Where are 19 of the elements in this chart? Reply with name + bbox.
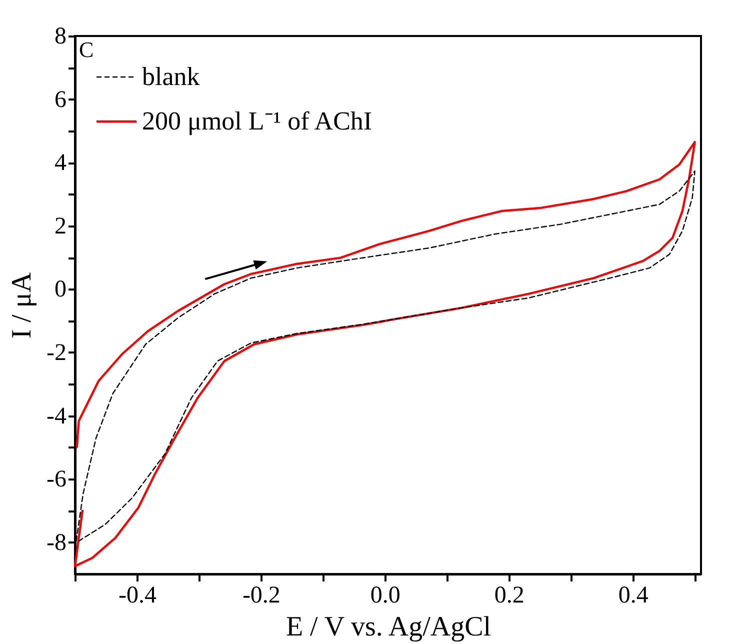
y-tick-label: 0 (54, 276, 66, 303)
x-tick-label: 0.2 (494, 582, 524, 608)
y-tick-label: 6 (54, 86, 66, 113)
y-tick-label: -4 (46, 403, 66, 430)
legend-label: 200 μmol L⁻¹ of AChI (142, 106, 372, 136)
y-tick-label: 8 (54, 24, 66, 50)
y-tick-label: -6 (46, 466, 66, 493)
legend-label: blank (142, 62, 200, 91)
x-tick-label: -0.4 (118, 582, 156, 608)
x-axis-title: E / V vs. Ag/AgCl (286, 612, 492, 642)
y-tick-label: 2 (54, 213, 66, 240)
y-tick-label: -2 (46, 340, 66, 366)
x-tick-label: 0.4 (618, 582, 648, 608)
y-tick-label: 4 (54, 150, 66, 176)
y-axis-title: I / μA (6, 272, 38, 339)
y-tick-label: -8 (46, 530, 66, 556)
annotation: C (79, 37, 94, 62)
x-tick-label: 0.0 (370, 582, 400, 608)
x-tick-label: -0.2 (242, 582, 280, 608)
